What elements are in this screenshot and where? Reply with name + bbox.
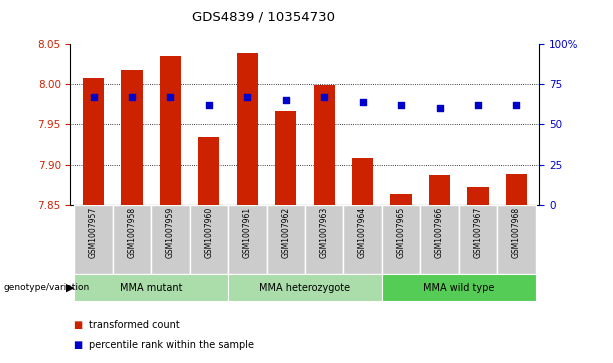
Point [242, 94, 252, 100]
Text: genotype/variation: genotype/variation [3, 283, 89, 292]
Text: GSM1007967: GSM1007967 [473, 207, 482, 258]
Text: GSM1007966: GSM1007966 [435, 207, 444, 258]
Bar [275, 111, 296, 205]
Point [127, 94, 137, 100]
Bar [305, 205, 343, 274]
Point [473, 102, 483, 108]
Bar [121, 70, 143, 205]
Point [281, 97, 291, 103]
Bar [459, 205, 497, 274]
Point [396, 102, 406, 108]
Bar [151, 205, 189, 274]
Text: ■: ■ [74, 340, 83, 350]
Bar [267, 205, 305, 274]
Text: GSM1007962: GSM1007962 [281, 207, 290, 258]
Text: MMA wild type: MMA wild type [423, 283, 495, 293]
Text: GSM1007961: GSM1007961 [243, 207, 252, 258]
Point [89, 94, 99, 100]
Bar [113, 205, 151, 274]
Bar [160, 56, 181, 205]
Text: MMA mutant: MMA mutant [120, 283, 183, 293]
Text: GDS4839 / 10354730: GDS4839 / 10354730 [192, 11, 335, 24]
Text: MMA heterozygote: MMA heterozygote [259, 283, 351, 293]
Bar [189, 205, 228, 274]
Bar [429, 175, 450, 205]
Text: GSM1007964: GSM1007964 [358, 207, 367, 258]
Bar [83, 78, 104, 205]
Point [358, 99, 368, 105]
Text: GSM1007960: GSM1007960 [204, 207, 213, 258]
Text: GSM1007965: GSM1007965 [397, 207, 406, 258]
Bar [421, 205, 459, 274]
Bar [506, 174, 527, 205]
Text: GSM1007968: GSM1007968 [512, 207, 521, 258]
Bar [228, 205, 267, 274]
Bar [314, 85, 335, 205]
Text: GSM1007959: GSM1007959 [166, 207, 175, 258]
Bar [382, 205, 421, 274]
Bar [390, 194, 412, 205]
Bar [352, 158, 373, 205]
Text: GSM1007963: GSM1007963 [320, 207, 329, 258]
Point [319, 94, 329, 100]
Bar [228, 274, 382, 301]
Bar [198, 137, 219, 205]
Text: GSM1007957: GSM1007957 [89, 207, 98, 258]
Bar [74, 205, 113, 274]
Bar [497, 205, 536, 274]
Bar [467, 187, 489, 205]
Text: ■: ■ [74, 320, 83, 330]
Text: GSM1007958: GSM1007958 [128, 207, 137, 258]
Point [166, 94, 175, 100]
Bar [343, 205, 382, 274]
Text: transformed count: transformed count [89, 320, 180, 330]
Point [435, 105, 444, 111]
Bar [237, 53, 258, 205]
Bar [382, 274, 536, 301]
Point [511, 102, 521, 108]
Point [204, 102, 214, 108]
Text: ▶: ▶ [66, 283, 75, 293]
Bar [74, 274, 228, 301]
Text: percentile rank within the sample: percentile rank within the sample [89, 340, 254, 350]
